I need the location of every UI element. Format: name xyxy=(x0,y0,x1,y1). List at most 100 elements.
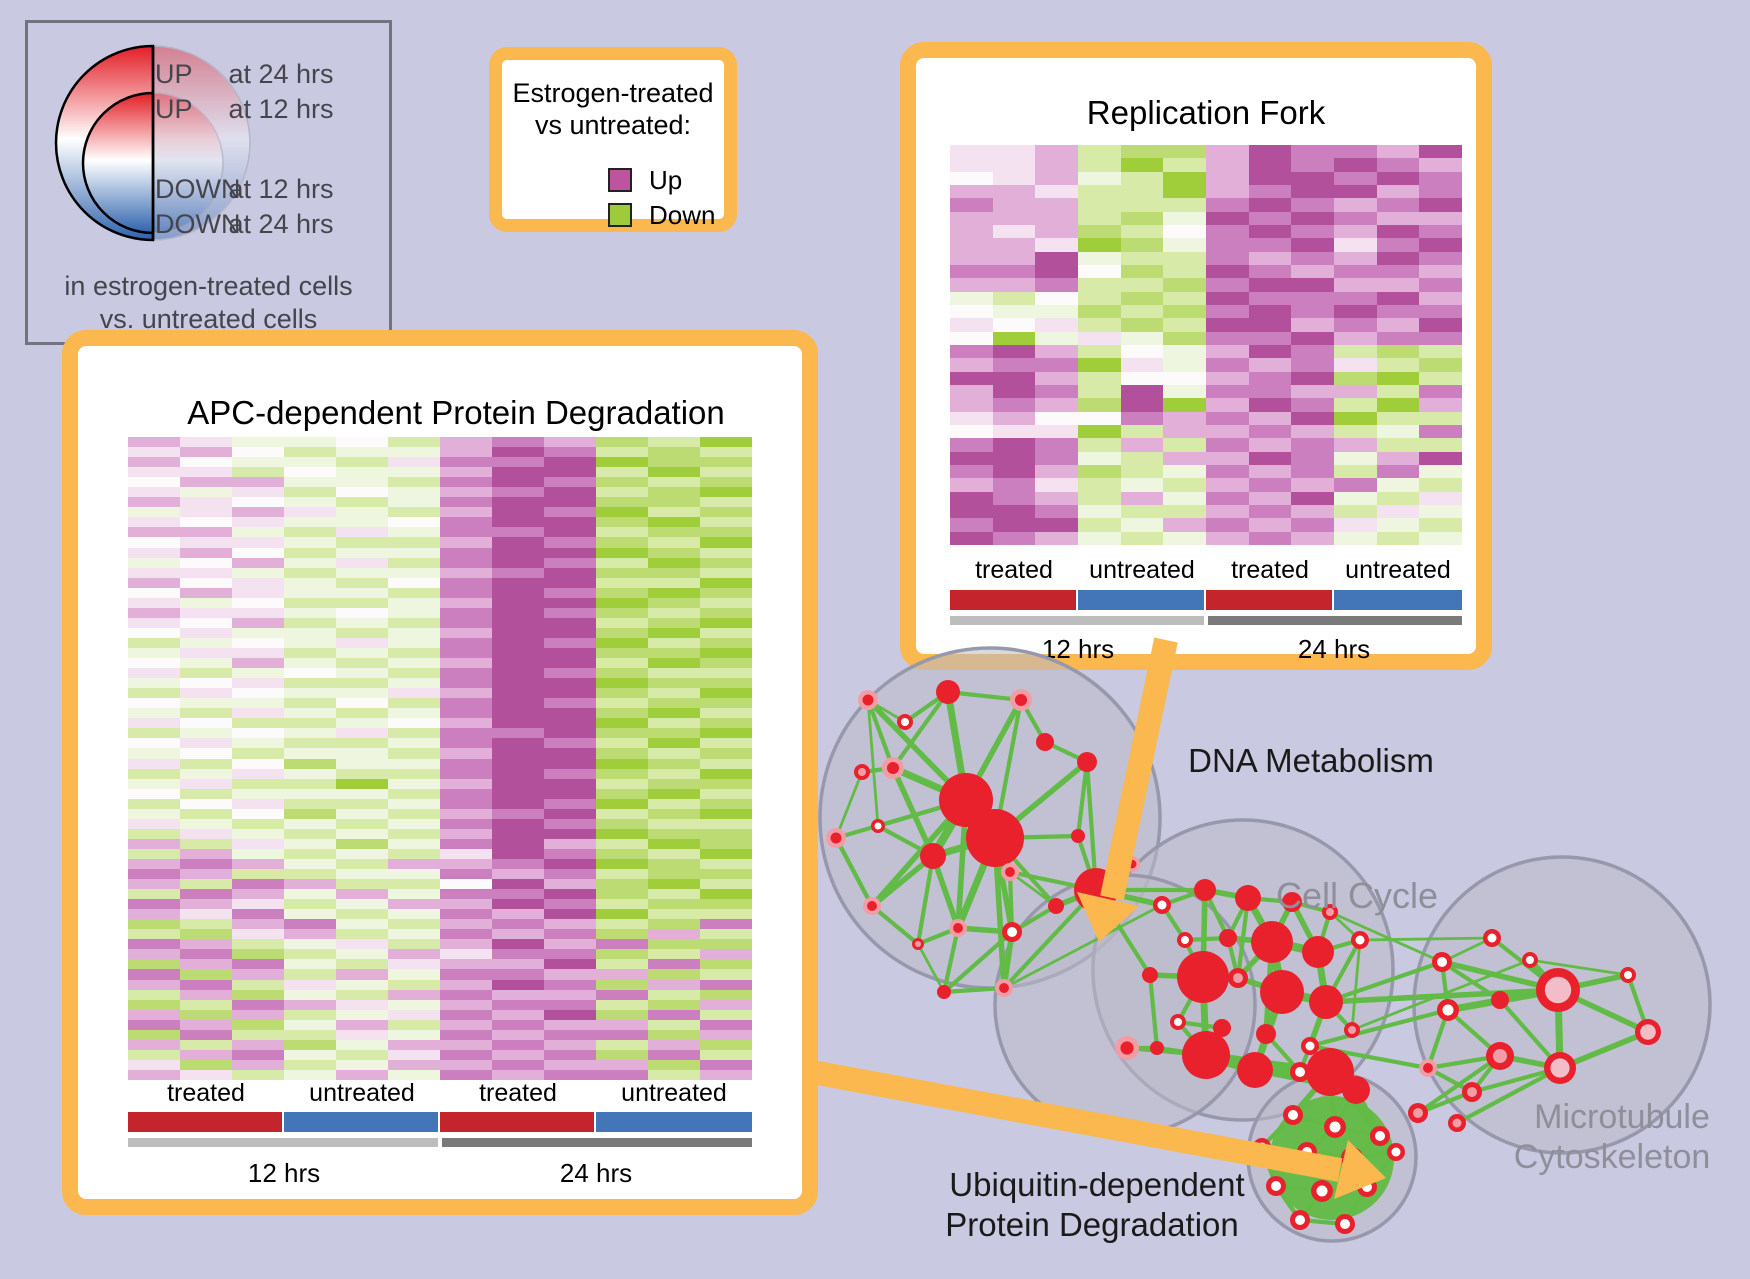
heatmap-cell xyxy=(492,547,544,558)
heatmap-cell xyxy=(440,708,492,719)
heatmap-cell xyxy=(1248,304,1292,319)
heatmap-cell xyxy=(232,879,284,890)
heatmap-cell xyxy=(1163,451,1207,465)
heatmap-cell xyxy=(128,869,180,880)
heatmap-cell xyxy=(440,547,492,558)
heatmap-row xyxy=(950,264,1463,279)
network-edge xyxy=(1358,936,1494,942)
heatmap-row xyxy=(950,344,1463,359)
network-node-core xyxy=(1005,867,1015,877)
network-node xyxy=(1074,868,1118,912)
heatmap-cell xyxy=(1248,371,1292,385)
heatmap-cell xyxy=(700,647,752,659)
flow-arrow xyxy=(1100,637,1178,901)
heatmap-cell xyxy=(596,989,648,1000)
heatmap-cell xyxy=(128,939,180,950)
heatmap-cell xyxy=(128,708,180,719)
heatmap-cell xyxy=(1035,184,1079,199)
heatmap-row xyxy=(950,358,1463,372)
heatmap-cell xyxy=(1376,464,1420,479)
network-node-core xyxy=(867,901,877,911)
heatmap-cell xyxy=(1376,424,1420,439)
heatmap-cell xyxy=(596,929,648,940)
rf-untreated-bar-1 xyxy=(1078,590,1204,610)
heatmap-cell xyxy=(648,949,700,960)
heatmap-cell xyxy=(440,728,492,739)
heatmap-row xyxy=(950,438,1463,452)
network-node xyxy=(1419,1059,1437,1077)
heatmap-cell xyxy=(180,557,232,568)
heatmap-cell xyxy=(388,477,440,488)
heatmap-cell xyxy=(180,848,232,859)
heatmap-cell xyxy=(128,929,180,940)
heatmap-cell xyxy=(336,999,388,1010)
network-edge xyxy=(1323,937,1363,1005)
heatmap-cell xyxy=(700,487,752,498)
heatmap-cell xyxy=(180,668,232,679)
network-edge xyxy=(1625,972,1651,1035)
heatmap-cell xyxy=(232,929,284,940)
heatmap-cell xyxy=(492,879,544,890)
heatmap-row xyxy=(128,778,752,789)
heatmap-cell xyxy=(284,1049,336,1060)
network-edge xyxy=(1203,1025,1225,1058)
network-edge xyxy=(1182,935,1231,943)
network-edge xyxy=(1332,1124,1383,1139)
heatmap-cell xyxy=(544,1039,596,1050)
heatmap-cell xyxy=(492,899,544,910)
heatmap-cell xyxy=(648,688,700,699)
heatmap-cell xyxy=(336,487,388,498)
heatmap-cell xyxy=(1120,211,1164,225)
heatmap-cell xyxy=(992,411,1036,425)
heatmap-cell xyxy=(284,477,336,488)
heatmap-cell xyxy=(440,477,492,488)
heatmap-cell xyxy=(440,617,492,628)
heatmap-cell xyxy=(1334,358,1377,372)
heatmap-cell xyxy=(232,999,284,1010)
heatmap-cell xyxy=(284,748,336,759)
rf-12hr-bar xyxy=(950,616,1204,625)
heatmap-cell xyxy=(1120,171,1164,185)
heatmap-cell xyxy=(232,718,284,729)
heatmap-row xyxy=(950,251,1463,265)
heatmap-cell xyxy=(388,1019,440,1030)
heatmap-cell xyxy=(180,758,232,769)
heatmap-cell xyxy=(128,647,180,659)
heatmap-cell xyxy=(284,798,336,809)
heatmap-cell xyxy=(544,979,596,990)
heatmap-cell xyxy=(992,531,1036,545)
heatmap-cell xyxy=(1291,331,1335,345)
heatmap-cell xyxy=(284,537,336,548)
heatmap-cell xyxy=(336,728,388,739)
heatmap-cell xyxy=(1248,398,1292,412)
heatmap-cell xyxy=(544,527,596,538)
heatmap-row xyxy=(950,371,1463,385)
heatmap-cell xyxy=(440,517,492,528)
heatmap-cell xyxy=(648,637,700,648)
heatmap-cell xyxy=(950,384,993,399)
network-edge xyxy=(1259,1144,1279,1189)
heatmap-cell xyxy=(700,848,752,859)
heatmap-cell xyxy=(180,698,232,709)
network-node-core xyxy=(1007,927,1017,937)
heatmap-cell xyxy=(336,637,388,648)
heatmap-cell xyxy=(492,477,544,488)
heatmap-cell xyxy=(648,858,700,870)
network-node xyxy=(1260,970,1304,1014)
heatmap-cell xyxy=(180,1009,232,1020)
network-edge xyxy=(1350,958,1532,1032)
network-node xyxy=(1462,1082,1482,1102)
heatmap-cell xyxy=(492,467,544,478)
network-node xyxy=(1177,932,1193,948)
heatmap-cell xyxy=(388,597,440,608)
network-edge xyxy=(1259,1144,1310,1155)
heatmap-cell xyxy=(700,768,752,779)
heatmap-cell xyxy=(336,477,388,488)
heatmap-cell xyxy=(544,848,596,859)
network-node xyxy=(1182,1031,1230,1079)
heatmap-cell xyxy=(180,879,232,890)
heatmap-cell xyxy=(1419,158,1463,172)
heatmap-cell xyxy=(1248,344,1292,359)
heatmap-row xyxy=(128,597,752,608)
network-node-core xyxy=(1544,976,1572,1004)
